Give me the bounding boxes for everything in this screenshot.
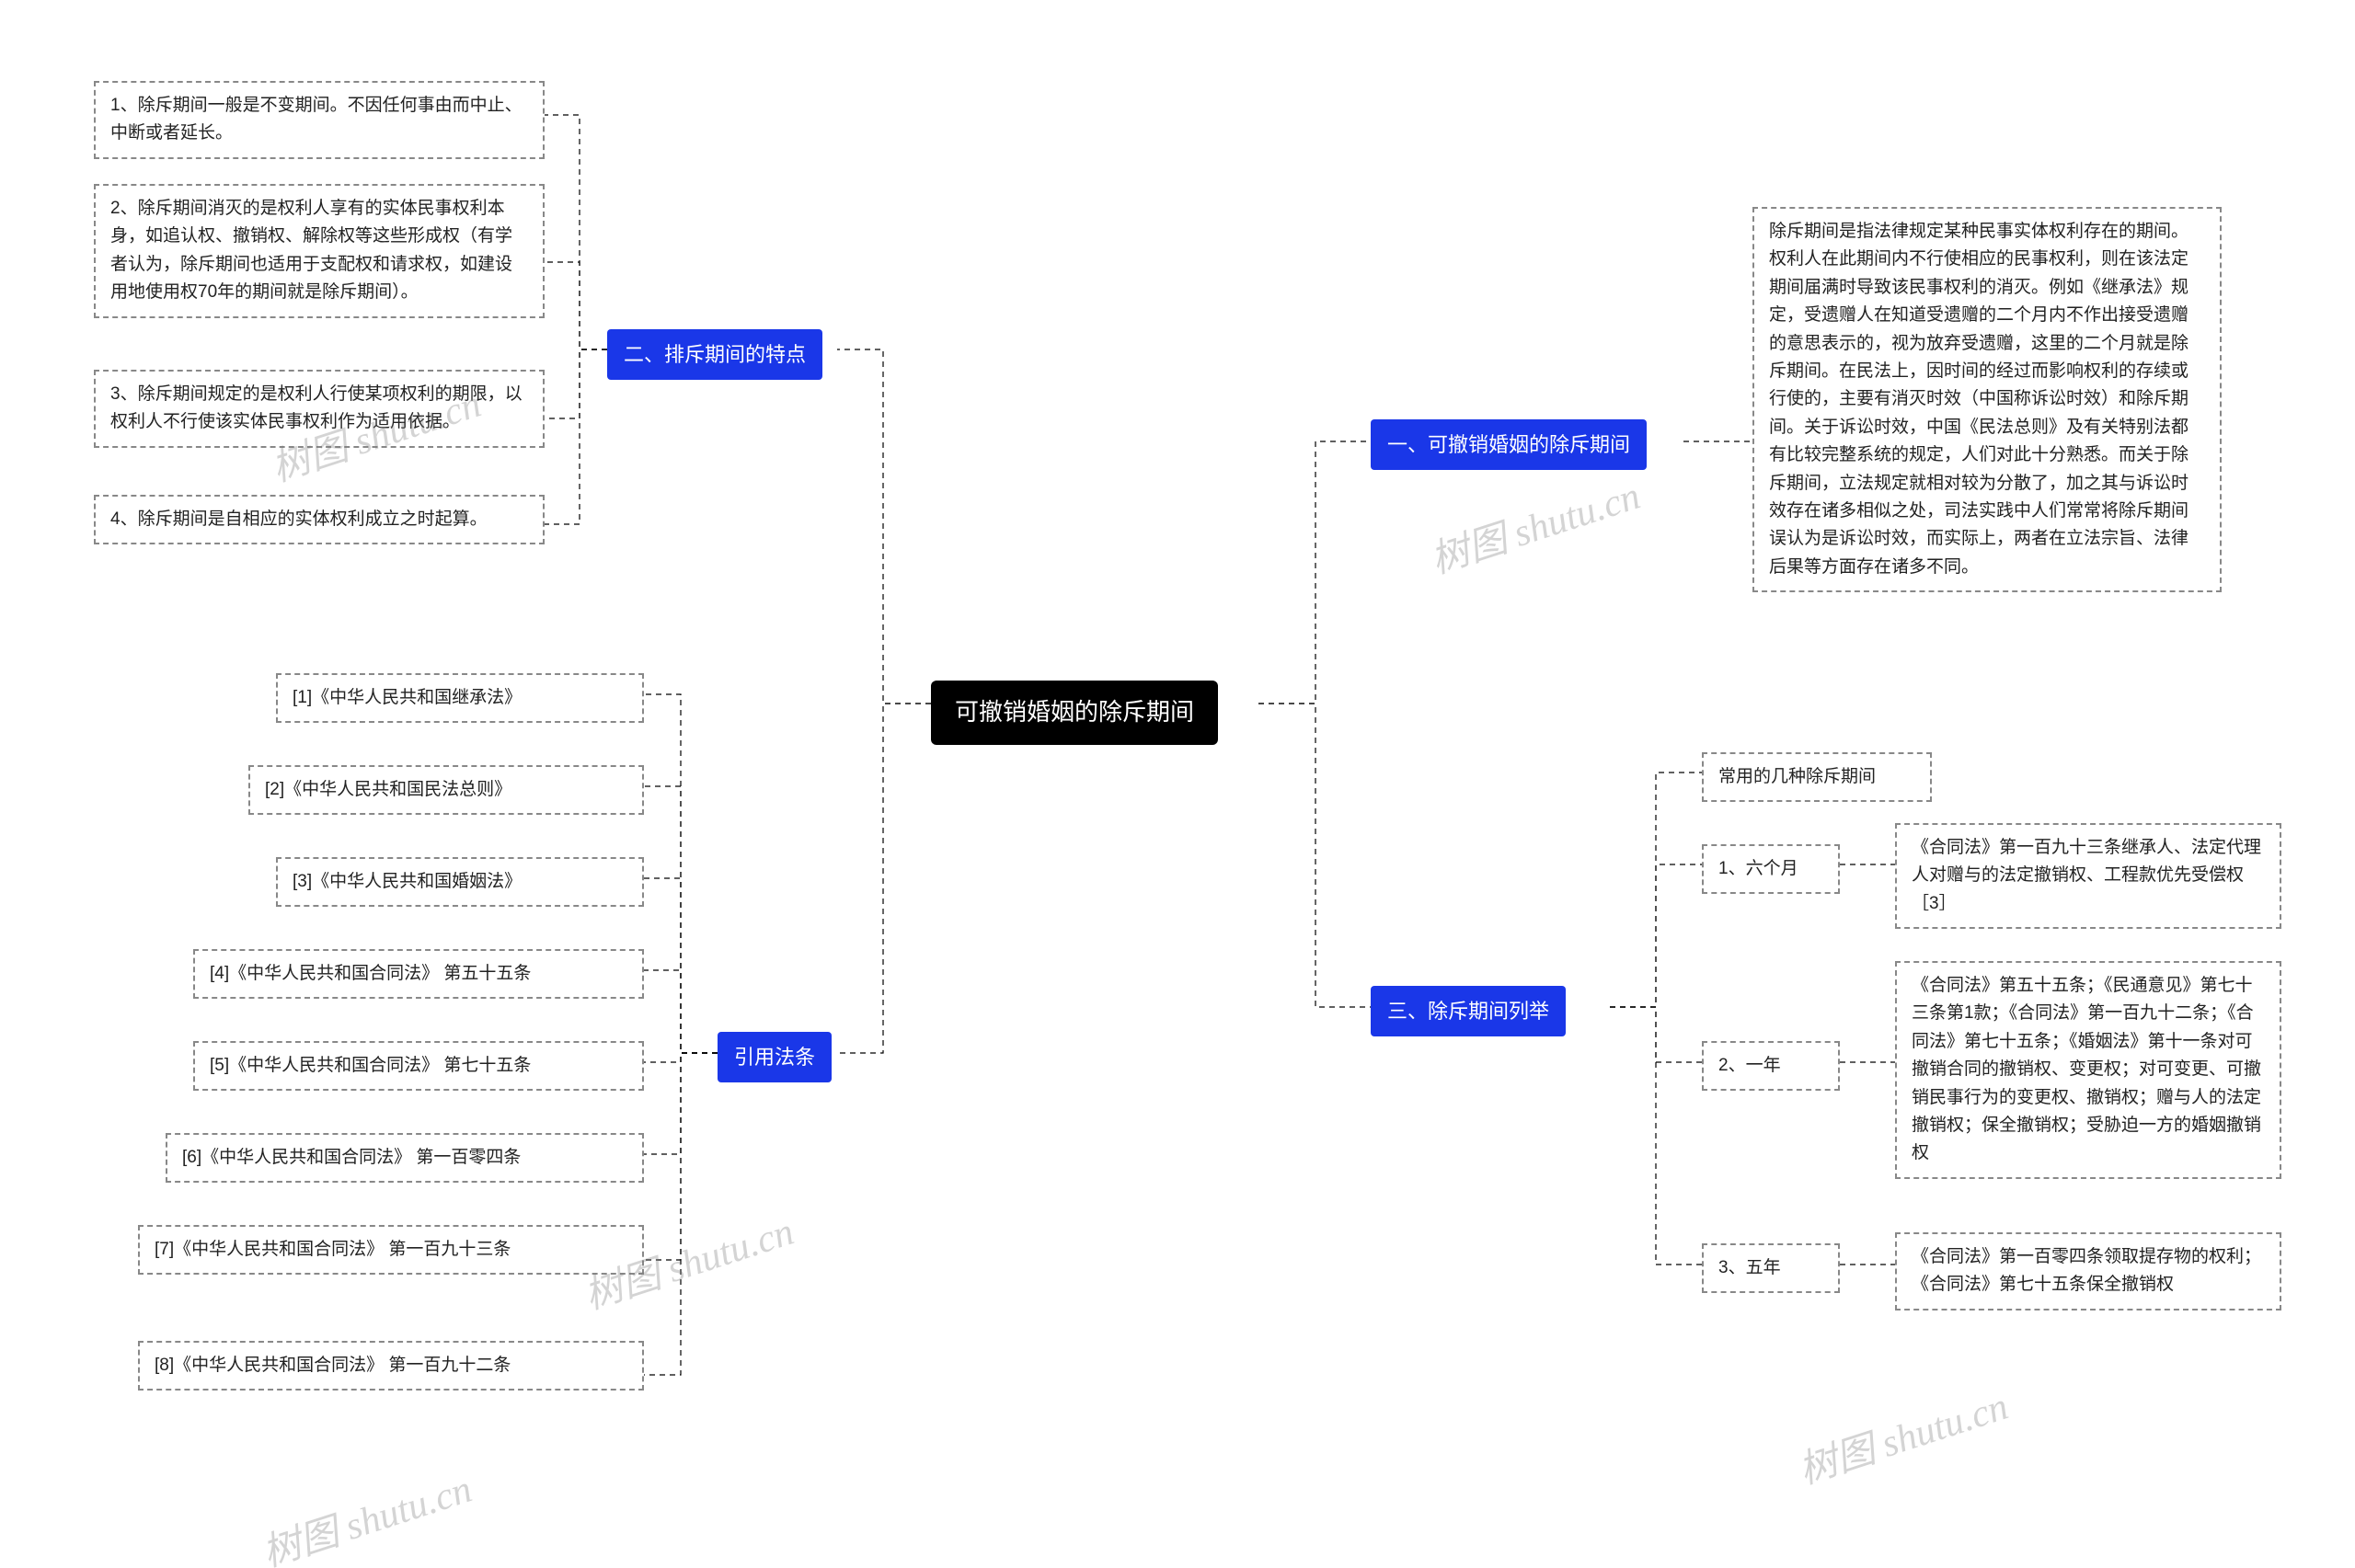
leaf-period-1-text: 《合同法》第一百九十三条继承人、法定代理人对赠与的法定撤销权、工程款优先受偿权［… xyxy=(1895,823,2281,929)
leaf-period-1-key: 1、六个月 xyxy=(1702,844,1840,894)
branch-period-list: 三、除斥期间列举 xyxy=(1371,986,1566,1036)
leaf-feature-4: 4、除斥期间是自相应的实体权利成立之时起算。 xyxy=(94,495,545,544)
leaf-cite-5: [5]《中华人民共和国合同法》 第七十五条 xyxy=(193,1041,644,1091)
watermark: 树图 shutu.cn xyxy=(1790,1375,2014,1495)
leaf-feature-3: 3、除斥期间规定的是权利人行使某项权利的期限，以权利人不行使该实体民事权利作为适… xyxy=(94,370,545,448)
leaf-cite-8: [8]《中华人民共和国合同法》 第一百九十二条 xyxy=(138,1341,644,1391)
leaf-cite-6: [6]《中华人民共和国合同法》 第一百零四条 xyxy=(166,1133,644,1183)
leaf-feature-2: 2、除斥期间消灭的是权利人享有的实体民事权利本身，如追认权、撤销权、解除权等这些… xyxy=(94,184,545,318)
leaf-period-header: 常用的几种除斥期间 xyxy=(1702,752,1932,802)
leaf-feature-1: 1、除斥期间一般是不变期间。不因任何事由而中止、中断或者延长。 xyxy=(94,81,545,159)
leaf-revocable-text: 除斥期间是指法律规定某种民事实体权利存在的期间。权利人在此期间内不行使相应的民事… xyxy=(1752,207,2222,592)
branch-revocable-marriage: 一、可撤销婚姻的除斥期间 xyxy=(1371,419,1647,470)
watermark: 树图 shutu.cn xyxy=(254,1458,477,1568)
branch-citations: 引用法条 xyxy=(718,1032,832,1082)
leaf-period-2-text: 《合同法》第五十五条；《民通意见》第七十三条第1款；《合同法》第一百九十二条；《… xyxy=(1895,961,2281,1179)
branch-features: 二、排斥期间的特点 xyxy=(607,329,822,380)
leaf-cite-1: [1]《中华人民共和国继承法》 xyxy=(276,673,644,723)
leaf-cite-4: [4]《中华人民共和国合同法》 第五十五条 xyxy=(193,949,644,999)
root-node: 可撤销婚姻的除斥期间 xyxy=(931,681,1218,745)
leaf-period-2-key: 2、一年 xyxy=(1702,1041,1840,1091)
leaf-cite-3: [3]《中华人民共和国婚姻法》 xyxy=(276,857,644,907)
leaf-cite-7: [7]《中华人民共和国合同法》 第一百九十三条 xyxy=(138,1225,644,1275)
leaf-period-3-key: 3、五年 xyxy=(1702,1243,1840,1293)
leaf-cite-2: [2]《中华人民共和国民法总则》 xyxy=(248,765,644,815)
leaf-period-3-text: 《合同法》第一百零四条领取提存物的权利；《合同法》第七十五条保全撤销权 xyxy=(1895,1232,2281,1310)
watermark: 树图 shutu.cn xyxy=(1422,464,1646,585)
